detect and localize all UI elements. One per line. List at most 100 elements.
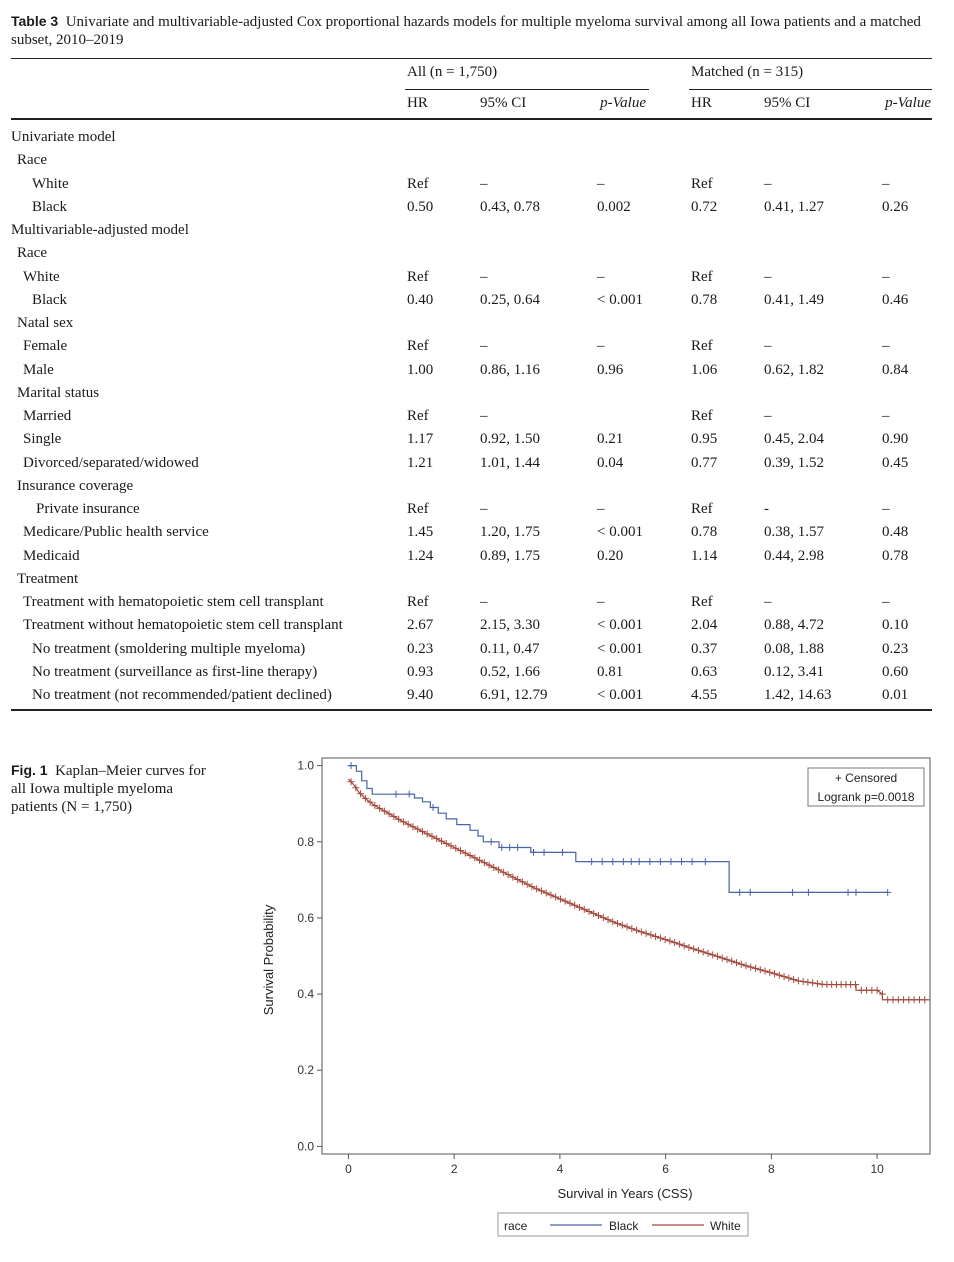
group-matched-header: Matched (n = 315) xyxy=(691,63,803,81)
table-header-rule xyxy=(11,118,932,120)
cell-value: 0.25, 0.64 xyxy=(480,291,540,308)
censored-mark xyxy=(905,996,913,1004)
x-tick-label: 4 xyxy=(557,1162,564,1176)
cell-value: 0.21 xyxy=(597,431,624,448)
censored-mark xyxy=(395,815,403,823)
cell-value: 0.44, 2.98 xyxy=(764,547,824,564)
row-label: Medicare/Public health service xyxy=(23,524,209,541)
censored-mark xyxy=(392,790,400,798)
censored-mark xyxy=(818,980,826,988)
cell-value: < 0.001 xyxy=(597,524,643,541)
inset-legend-censored: + Censored xyxy=(835,771,897,785)
censored-mark xyxy=(732,959,740,967)
censored-mark xyxy=(685,943,693,951)
censored-mark xyxy=(847,981,855,989)
y-axis: 0.0 0.2 0.4 0.6 0.8 1.0 xyxy=(297,759,322,1153)
group-all-text: All (n = 1,750) xyxy=(407,64,498,80)
censored-mark xyxy=(804,888,812,896)
row-label: Black xyxy=(32,198,67,215)
cell-value: 0.38, 1.57 xyxy=(764,524,824,541)
cell-value: 6.91, 12.79 xyxy=(480,687,548,703)
row-label: Female xyxy=(23,338,68,355)
censored-mark xyxy=(809,979,817,987)
plot-frame xyxy=(321,757,931,1155)
cell-value: 0.11, 0.47 xyxy=(480,640,540,657)
censored-mark xyxy=(637,928,645,936)
censored-mark xyxy=(680,942,688,950)
censored-mark xyxy=(823,981,831,989)
censored-mark xyxy=(376,804,384,812)
censored-mark xyxy=(799,978,807,986)
row-label: Treatment without hematopoietic stem cel… xyxy=(23,617,343,634)
cell-value: – xyxy=(597,338,605,355)
cell-value: 0.23 xyxy=(407,640,434,657)
row-label: No treatment (smoldering multiple myelom… xyxy=(32,640,306,657)
censored-mark xyxy=(921,996,929,1004)
censored-mark xyxy=(371,802,379,810)
cell-value: – xyxy=(597,501,605,517)
cell-value: 0.002 xyxy=(597,198,631,215)
censored-mark xyxy=(556,895,564,903)
cell-value: 0.86, 1.16 xyxy=(480,361,540,378)
cell-value: - xyxy=(764,501,769,517)
censored-mark xyxy=(499,868,507,876)
inset-legend-box xyxy=(807,767,925,807)
censored-mark xyxy=(785,974,793,982)
y-tick-label: 0.4 xyxy=(297,987,314,1001)
cell-value: 1.17 xyxy=(407,431,434,448)
censored-mark xyxy=(476,856,484,864)
censored-mark xyxy=(699,948,707,956)
y-tick-label: 0.0 xyxy=(297,1139,314,1153)
cell-value: – xyxy=(882,594,890,610)
censored-mark xyxy=(537,887,545,895)
cell-value: 0.96 xyxy=(597,361,624,378)
censored-mark xyxy=(399,818,407,826)
cell-value: Ref xyxy=(407,268,429,285)
cell-value: Ref xyxy=(691,268,713,285)
cell-value: 0.84 xyxy=(882,361,909,378)
censored-mark xyxy=(789,888,797,896)
cell-value: 0.01 xyxy=(882,687,909,703)
row-label: Married xyxy=(23,408,72,424)
group-all-header: All (n = 1,750) xyxy=(407,63,497,81)
censored-mark xyxy=(656,858,664,866)
series-layer xyxy=(347,762,930,1004)
cell-value: 0.23 xyxy=(882,640,909,657)
row-label: Marital status xyxy=(17,384,100,401)
cell-value: – xyxy=(882,268,890,285)
row-label: White xyxy=(23,268,60,285)
cell-value: – xyxy=(882,408,890,424)
cell-value: – xyxy=(597,175,605,192)
row-label: Treatment with hematopoietic stem cell t… xyxy=(23,594,324,610)
censored-mark xyxy=(884,888,892,896)
censored-mark xyxy=(457,847,465,855)
cell-value: 1.14 xyxy=(691,547,718,564)
row-label: Natal sex xyxy=(17,315,74,331)
censored-mark xyxy=(447,842,455,850)
x-axis-label: Survival in Years (CSS) xyxy=(557,1186,692,1201)
cell-value: 1.06 xyxy=(691,361,718,378)
censored-mark xyxy=(804,978,812,986)
censored-mark xyxy=(523,880,531,888)
censored-mark xyxy=(690,945,698,953)
censored-mark xyxy=(736,888,744,896)
cell-value: Ref xyxy=(691,175,713,192)
censored-mark xyxy=(380,807,388,815)
censored-mark xyxy=(868,986,876,994)
censored-mark xyxy=(910,996,918,1004)
col-p-all: p-Value xyxy=(600,95,646,111)
inset-legend-logrank: Logrank p=0.0018 xyxy=(817,790,914,804)
censored-mark xyxy=(646,858,654,866)
censored-mark xyxy=(671,939,679,947)
censored-mark xyxy=(746,888,754,896)
figure-caption: Fig. 1 Kaplan–Meier curves for all Iowa … xyxy=(11,761,221,816)
cell-value: 0.08, 1.88 xyxy=(764,640,824,657)
censored-mark xyxy=(390,813,398,821)
cell-value: Ref xyxy=(691,408,713,424)
censored-mark xyxy=(595,912,603,920)
y-tick-label: 0.8 xyxy=(297,835,314,849)
cell-value: 0.37 xyxy=(691,640,718,657)
row-label: Race xyxy=(17,245,47,262)
censored-mark xyxy=(667,858,675,866)
cell-value: – xyxy=(480,594,488,610)
